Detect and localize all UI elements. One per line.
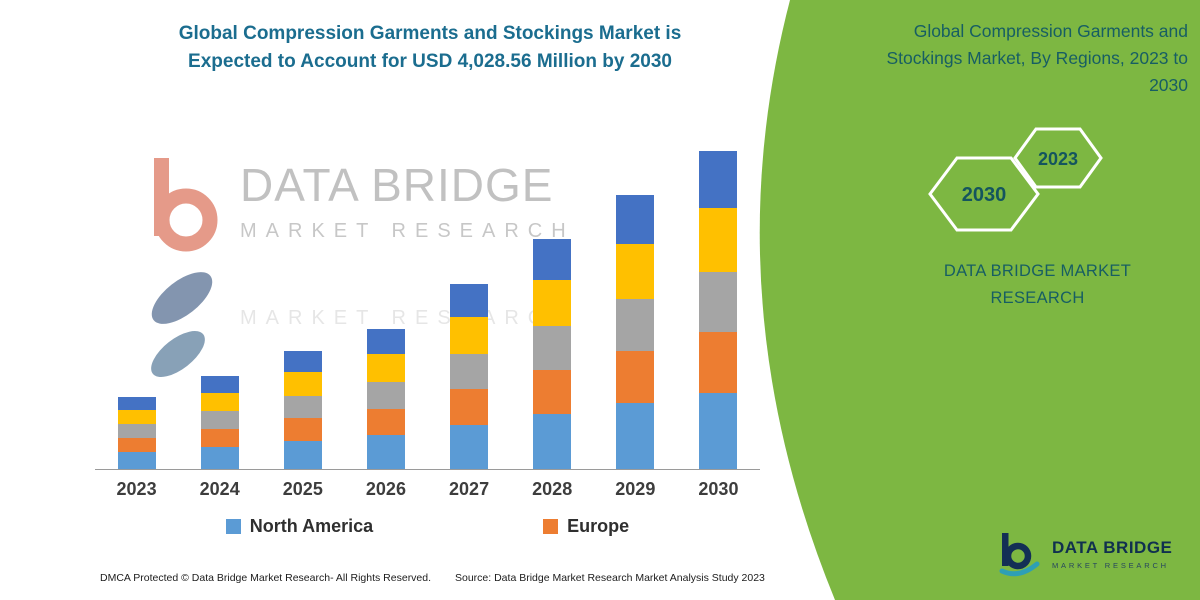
- bar-segment: [283, 372, 322, 396]
- panel-heading: Global Compression Garments and Stocking…: [830, 18, 1188, 99]
- stacked-bar-2030: [699, 150, 738, 469]
- panel-heading-line-2: Stockings Market, By Regions, 2023 to: [886, 48, 1188, 68]
- hexagon-2023-label: 2023: [1038, 149, 1078, 169]
- bar-segment: [117, 424, 156, 439]
- bar-segment: [616, 243, 655, 299]
- bar-segment: [283, 418, 322, 441]
- legend-swatch: [543, 519, 559, 534]
- title-line-1: Global Compression Garments and Stocking…: [178, 23, 682, 44]
- legend-label: Europe: [567, 516, 630, 536]
- bar-slot: [677, 130, 760, 469]
- year-hexagons: 2030 2023: [928, 127, 1103, 232]
- panel-heading-line-3: 2030: [1149, 75, 1188, 95]
- legend-swatch: [225, 519, 241, 534]
- panel-brand-line-1: DATA BRIDGE MARKET: [943, 262, 1132, 280]
- x-axis-label: 2029: [615, 479, 656, 499]
- stacked-bar-2025: [283, 350, 322, 469]
- bar-segment: [200, 375, 239, 393]
- bar-segment: [616, 194, 655, 244]
- x-axis-label: 2024: [199, 479, 240, 499]
- stacked-bar-2029: [616, 194, 655, 469]
- bar-segment: [366, 408, 405, 436]
- stacked-bar-2028: [533, 238, 572, 469]
- bar-segment: [450, 354, 489, 390]
- hexagon-2030: [928, 156, 1040, 232]
- bar-segment: [366, 382, 405, 409]
- stacked-bar-2024: [200, 375, 239, 469]
- data-bridge-small-logo-icon: [999, 533, 1040, 577]
- bar-slot: [95, 130, 178, 469]
- bar-slot: [428, 130, 511, 469]
- bar-segment: [283, 440, 322, 469]
- bar-segment: [699, 150, 738, 208]
- hexagon-2023: [1013, 127, 1103, 189]
- bar-segment: [450, 283, 489, 318]
- panel-brand: DATA BRIDGE MARKET RESEARCH: [880, 258, 1195, 312]
- bar-slot: [511, 130, 594, 469]
- bar-segment: [117, 396, 156, 410]
- bar-segment: [283, 395, 322, 419]
- panel-brand-line-2: RESEARCH: [990, 289, 1085, 307]
- chart-legend: North America Europe: [95, 516, 760, 537]
- bar-segment: [283, 350, 322, 373]
- bar-segment: [533, 369, 572, 414]
- bar-segment: [533, 280, 572, 327]
- page-title: Global Compression Garments and Stocking…: [80, 20, 780, 76]
- footer-logo-name: DATA BRIDGE: [1052, 538, 1173, 557]
- stacked-bar-2023: [117, 396, 156, 469]
- bar-segment: [533, 413, 572, 469]
- bar-segment: [200, 428, 239, 447]
- x-axis-label: 2028: [532, 479, 573, 499]
- legend-item: Europe: [543, 516, 629, 537]
- bar-segment: [117, 451, 156, 469]
- bar-segment: [117, 409, 156, 425]
- panel-heading-line-1: Global Compression Garments and: [913, 21, 1188, 41]
- footer-logo-subtitle: MARKET RESEARCH: [1052, 561, 1169, 570]
- stacked-bar-2026: [366, 328, 405, 469]
- hexagon-2030-label: 2030: [962, 184, 1007, 206]
- bar-segment: [366, 328, 405, 355]
- bar-segment: [450, 389, 489, 425]
- bar-segment: [366, 354, 405, 383]
- bar-segment: [616, 298, 655, 351]
- legend-label: North America: [249, 516, 374, 536]
- x-axis-label: 2023: [116, 479, 157, 499]
- bar-segment: [200, 446, 239, 469]
- bar-segment: [117, 438, 156, 452]
- bar-segment: [616, 350, 655, 404]
- footer-logo: DATA BRIDGE MARKET RESEARCH: [998, 531, 1172, 577]
- x-axis-label: 2025: [282, 479, 323, 499]
- stacked-bar-2027: [450, 283, 489, 469]
- bar-slot: [594, 130, 677, 469]
- stacked-bar-chart: 2023 2024 2025 2026 2027 2028 2029 2030 North A…: [95, 130, 760, 537]
- title-line-2: Expected to Account for USD 4,028.56 Mil…: [188, 51, 672, 72]
- bar-segment: [450, 424, 489, 469]
- bar-segment: [533, 238, 572, 281]
- bar-segment: [616, 403, 655, 469]
- bar-segment: [200, 411, 239, 429]
- dmca-note: DMCA Protected © Data Bridge Market Rese…: [100, 572, 432, 584]
- bar-segment: [533, 326, 572, 370]
- bar-segment: [699, 392, 738, 469]
- x-axis-label: 2026: [365, 479, 406, 499]
- bar-segment: [366, 435, 405, 469]
- bar-segment: [699, 332, 738, 393]
- bar-slot: [261, 130, 344, 469]
- bar-slot: [178, 130, 261, 469]
- x-axis-labels: 2023 2024 2025 2026 2027 2028 2029 2030: [95, 479, 760, 500]
- x-axis-label: 2027: [449, 479, 490, 499]
- bar-slot: [344, 130, 427, 469]
- bar-segment: [699, 207, 738, 272]
- bar-segment: [200, 392, 239, 412]
- source-note: Source: Data Bridge Market Research Mark…: [455, 572, 765, 584]
- x-axis-label: 2030: [698, 479, 739, 499]
- bar-segment: [699, 271, 738, 333]
- bar-segment: [450, 317, 489, 355]
- legend-item: North America: [225, 516, 374, 537]
- bars-row: [95, 130, 760, 470]
- footer-logo-text: DATA BRIDGE MARKET RESEARCH: [1052, 538, 1172, 570]
